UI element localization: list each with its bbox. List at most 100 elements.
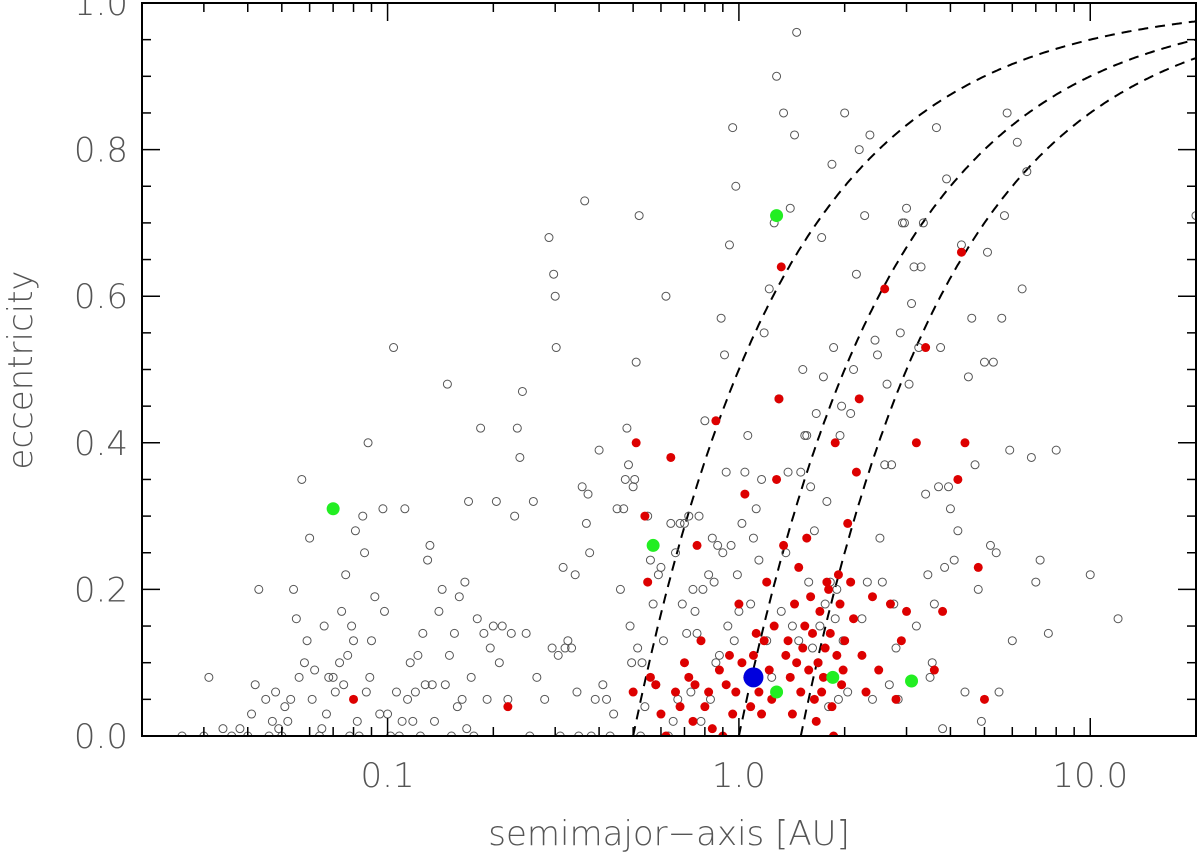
- open-point: [598, 680, 608, 690]
- open-point: [682, 628, 692, 638]
- open-point: [916, 262, 926, 272]
- open-point: [429, 716, 439, 726]
- open-point: [379, 606, 389, 616]
- red-point: [806, 592, 816, 602]
- open-point: [820, 599, 830, 609]
- red-point: [829, 731, 839, 736]
- open-point: [875, 533, 885, 543]
- red-point: [960, 438, 970, 448]
- open-point: [1017, 284, 1027, 294]
- open-point: [418, 628, 428, 638]
- open-point: [619, 504, 629, 514]
- open-point: [872, 350, 882, 360]
- open-point: [283, 716, 293, 726]
- open-point: [790, 130, 800, 140]
- dashed-curve-3: [799, 57, 1197, 737]
- open-point: [692, 628, 702, 638]
- red-point: [724, 650, 734, 660]
- open-point: [829, 343, 839, 353]
- open-point: [709, 577, 719, 587]
- open-point: [867, 694, 877, 704]
- open-point: [1022, 167, 1032, 177]
- open-point: [558, 562, 568, 572]
- open-point: [656, 562, 666, 572]
- open-point: [452, 702, 462, 712]
- open-point: [949, 555, 959, 565]
- open-point: [482, 694, 492, 704]
- red-point: [628, 687, 638, 697]
- open-point: [446, 731, 456, 736]
- x-tick-label: 0.1: [361, 756, 415, 796]
- x-tick-label: 10.0: [1052, 756, 1128, 796]
- open-point: [370, 592, 380, 602]
- open-point: [851, 269, 861, 279]
- red-point: [349, 694, 359, 704]
- open-point: [585, 548, 595, 558]
- open-point: [247, 709, 257, 719]
- open-point: [940, 562, 950, 572]
- open-point: [394, 731, 404, 736]
- open-point: [464, 496, 474, 506]
- open-point: [880, 460, 890, 470]
- open-point: [319, 621, 329, 631]
- green-point: [826, 670, 840, 684]
- open-point: [476, 423, 486, 433]
- red-point: [796, 687, 806, 697]
- open-point: [846, 408, 856, 418]
- open-point: [887, 460, 897, 470]
- y-axis-title: eccentricity: [1, 270, 41, 469]
- open-point: [389, 343, 399, 353]
- open-point: [354, 731, 364, 736]
- red-point: [867, 592, 877, 602]
- open-point: [307, 694, 317, 704]
- red-point: [808, 628, 818, 638]
- open-point: [567, 643, 577, 653]
- red-point: [776, 262, 786, 272]
- open-point: [798, 365, 808, 374]
- open-point: [726, 540, 736, 550]
- open-point: [840, 108, 850, 118]
- red-point: [809, 694, 819, 704]
- open-point: [361, 687, 371, 697]
- open-point: [688, 584, 698, 594]
- red-point: [690, 680, 700, 690]
- open-point: [804, 577, 814, 587]
- open-point: [929, 599, 939, 609]
- open-point: [386, 731, 396, 736]
- red-point: [938, 606, 948, 616]
- open-point: [748, 533, 758, 543]
- open-point: [945, 504, 955, 514]
- axis-tick-labels: 0.1 1.0 10.0 0.0 0.2 0.4 0.6 0.8 1.0: [74, 0, 1128, 796]
- open-point: [485, 643, 495, 653]
- red-point: [800, 621, 810, 631]
- open-point: [1002, 108, 1012, 118]
- red-point: [711, 416, 721, 426]
- open-point: [694, 511, 704, 521]
- open-point: [792, 27, 802, 37]
- open-point: [525, 731, 535, 736]
- red-point: [874, 665, 884, 675]
- red-point: [769, 621, 779, 631]
- red-point: [734, 599, 744, 609]
- open-point: [360, 548, 370, 558]
- red-point: [651, 680, 661, 690]
- red-point: [746, 702, 756, 712]
- red-point: [896, 636, 906, 646]
- open-point: [729, 636, 739, 646]
- red-point: [779, 540, 789, 550]
- open-point: [620, 474, 630, 484]
- open-point: [274, 724, 284, 734]
- open-point: [339, 680, 349, 690]
- open-point: [302, 636, 312, 646]
- red-point: [728, 709, 738, 719]
- open-point: [469, 731, 479, 736]
- axis-ticks: [141, 2, 1197, 737]
- open-point: [378, 504, 388, 514]
- open-point: [979, 357, 989, 367]
- open-point: [528, 496, 538, 506]
- open-point: [434, 606, 444, 616]
- open-point: [366, 636, 376, 646]
- red-point: [824, 584, 834, 594]
- open-point: [521, 628, 531, 638]
- open-point: [936, 343, 946, 353]
